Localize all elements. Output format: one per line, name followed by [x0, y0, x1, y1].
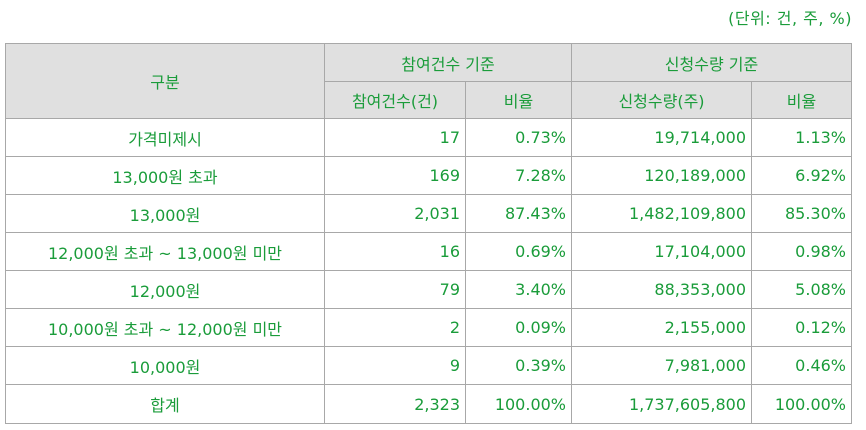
total-count: 2,323 [324, 384, 466, 424]
row-shares: 1,482,109,800 [571, 194, 752, 233]
header-group-count: 참여건수 기준 [324, 43, 572, 82]
row-label: 12,000원 초과 ~ 13,000원 미만 [5, 232, 325, 271]
row-shares-ratio: 1.13% [751, 118, 852, 157]
row-shares-ratio: 85.30% [751, 194, 852, 233]
row-count-ratio: 7.28% [465, 156, 572, 195]
row-shares: 2,155,000 [571, 308, 752, 347]
table-row: 가격미제시 17 0.73% 19,714,000 1.13% [5, 118, 852, 157]
row-shares: 120,189,000 [571, 156, 752, 195]
total-row: 합계 2,323 100.00% 1,737,605,800 100.00% [5, 384, 852, 424]
row-label: 13,000원 [5, 194, 325, 233]
row-label: 12,000원 [5, 270, 325, 309]
row-shares: 19,714,000 [571, 118, 752, 157]
table-row: 13,000원 2,031 87.43% 1,482,109,800 85.30… [5, 194, 852, 233]
row-shares-ratio: 0.98% [751, 232, 852, 271]
row-count: 16 [324, 232, 466, 271]
table-row: 12,000원 초과 ~ 13,000원 미만 16 0.69% 17,104,… [5, 232, 852, 271]
subscription-table: 구분 참여건수 기준 신청수량 기준 참여건수(건) 비율 신청수량(주) 비율… [5, 43, 852, 424]
header-count-ratio: 비율 [465, 81, 572, 119]
header-category: 구분 [5, 43, 325, 119]
row-count-ratio: 0.69% [465, 232, 572, 271]
total-count-ratio: 100.00% [465, 384, 572, 424]
row-shares: 7,981,000 [571, 346, 752, 385]
table-row: 10,000원 9 0.39% 7,981,000 0.46% [5, 346, 852, 385]
row-count: 9 [324, 346, 466, 385]
row-shares: 88,353,000 [571, 270, 752, 309]
header-count: 참여건수(건) [324, 81, 466, 119]
row-count: 2 [324, 308, 466, 347]
total-label: 합계 [5, 384, 325, 424]
table-header: 구분 참여건수 기준 신청수량 기준 참여건수(건) 비율 신청수량(주) 비율 [5, 43, 852, 119]
row-label: 가격미제시 [5, 118, 325, 157]
row-shares-ratio: 6.92% [751, 156, 852, 195]
row-count-ratio: 0.39% [465, 346, 572, 385]
row-shares: 17,104,000 [571, 232, 752, 271]
table-row: 10,000원 초과 ~ 12,000원 미만 2 0.09% 2,155,00… [5, 308, 852, 347]
row-count: 79 [324, 270, 466, 309]
total-shares: 1,737,605,800 [571, 384, 752, 424]
table-row: 12,000원 79 3.40% 88,353,000 5.08% [5, 270, 852, 309]
row-count: 17 [324, 118, 466, 157]
header-group-shares: 신청수량 기준 [571, 43, 852, 82]
row-label: 10,000원 초과 ~ 12,000원 미만 [5, 308, 325, 347]
row-label: 10,000원 [5, 346, 325, 385]
row-count: 169 [324, 156, 466, 195]
row-shares-ratio: 5.08% [751, 270, 852, 309]
row-count-ratio: 87.43% [465, 194, 572, 233]
unit-note: (단위: 건, 주, %) [728, 9, 852, 28]
row-count-ratio: 0.73% [465, 118, 572, 157]
row-label: 13,000원 초과 [5, 156, 325, 195]
row-shares-ratio: 0.46% [751, 346, 852, 385]
row-count-ratio: 0.09% [465, 308, 572, 347]
header-shares-ratio: 비율 [751, 81, 852, 119]
header-shares: 신청수량(주) [571, 81, 752, 119]
row-count-ratio: 3.40% [465, 270, 572, 309]
table-body: 가격미제시 17 0.73% 19,714,000 1.13% 13,000원 … [5, 118, 852, 424]
row-shares-ratio: 0.12% [751, 308, 852, 347]
total-shares-ratio: 100.00% [751, 384, 852, 424]
table-row: 13,000원 초과 169 7.28% 120,189,000 6.92% [5, 156, 852, 195]
row-count: 2,031 [324, 194, 466, 233]
